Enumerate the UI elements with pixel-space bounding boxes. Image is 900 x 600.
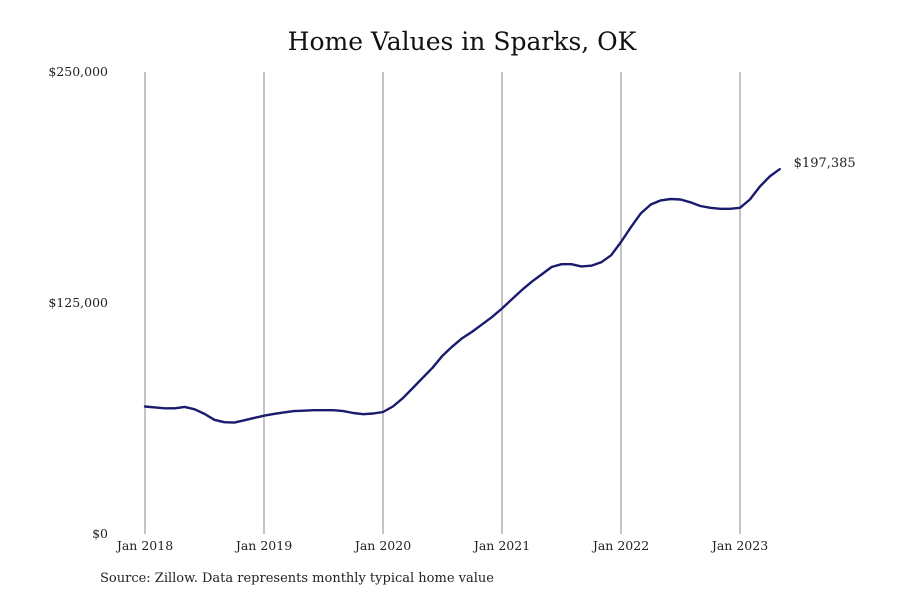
- vertical-gridlines: [144, 72, 741, 534]
- home-value-line: [143, 168, 781, 424]
- x-tick-label: Jan 2019: [234, 538, 292, 553]
- x-tick-label: Jan 2020: [353, 538, 411, 553]
- x-tick-label: Jan 2022: [591, 538, 649, 553]
- x-axis-tick-labels: Jan 2018 Jan 2019 Jan 2020 Jan 2021 Jan 2022…: [115, 538, 768, 553]
- y-tick-label: $125,000: [48, 295, 108, 310]
- y-tick-label: $250,000: [48, 64, 108, 79]
- x-tick-label: Jan 2018: [115, 538, 173, 553]
- end-value-label: $197,385: [794, 156, 856, 171]
- y-tick-label: $0: [92, 526, 108, 541]
- y-axis-tick-labels: $0 $125,000 $250,000: [48, 64, 108, 541]
- x-tick-label: Jan 2021: [472, 538, 530, 553]
- source-note: Source: Zillow. Data represents monthly …: [100, 571, 494, 586]
- chart-title: Home Values in Sparks, OK: [288, 27, 638, 56]
- x-tick-label: Jan 2023: [710, 538, 768, 553]
